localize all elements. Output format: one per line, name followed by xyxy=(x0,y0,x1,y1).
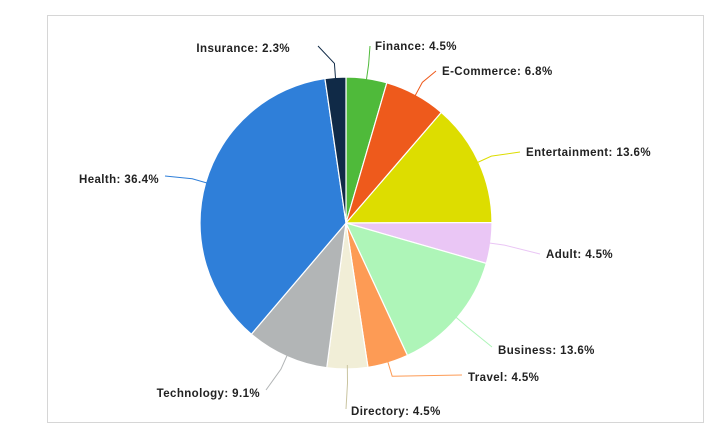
labels-layer: Finance: 4.5% E-Commerce: 6.8% Entertainme… xyxy=(79,41,651,418)
leader-line-health xyxy=(164,175,210,185)
leader-line-entertainment xyxy=(474,151,521,165)
slice-label-adult: Adult: 4.5% xyxy=(546,249,613,261)
slice-label-e-commerce: E-Commerce: 6.8% xyxy=(442,66,553,78)
slice-label-entertainment: Entertainment: 13.6% xyxy=(526,147,651,159)
slice-label-finance: Finance: 4.5% xyxy=(375,41,457,53)
leader-line-directory xyxy=(345,364,349,410)
leaders-layer xyxy=(164,45,541,410)
slice-label-business: Business: 13.6% xyxy=(498,345,595,357)
slice-label-directory: Directory: 4.5% xyxy=(351,406,441,418)
slice-label-travel: Travel: 4.5% xyxy=(468,372,539,384)
pie-chart: Finance: 4.5% E-Commerce: 6.8% Entertainme… xyxy=(79,41,651,418)
leader-line-insurance xyxy=(317,45,337,82)
leader-line-business xyxy=(453,314,493,348)
slice-label-health: Health: 36.4% xyxy=(79,174,159,186)
leader-line-technology xyxy=(265,352,289,391)
leader-line-travel xyxy=(386,358,463,377)
slice-label-insurance: Insurance: 2.3% xyxy=(196,43,290,55)
chart-frame: Finance: 4.5% E-Commerce: 6.8% Entertainme… xyxy=(47,15,704,423)
leader-line-finance xyxy=(365,45,371,83)
slices-layer xyxy=(199,76,493,370)
leader-line-e-commerce xyxy=(413,70,437,99)
leader-line-adult xyxy=(486,242,541,255)
slice-label-technology: Technology: 9.1% xyxy=(157,388,260,400)
